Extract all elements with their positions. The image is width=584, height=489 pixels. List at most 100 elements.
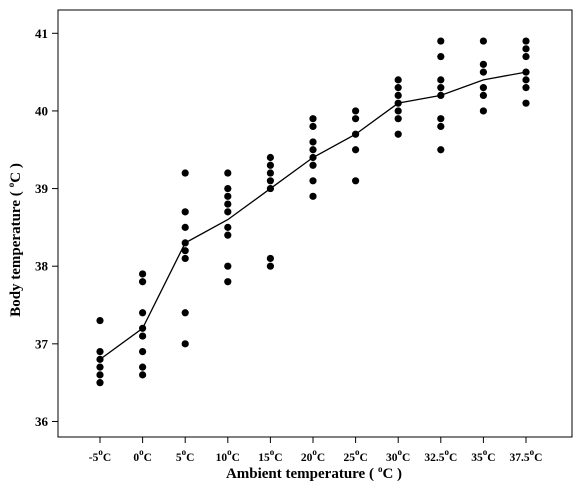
data-point <box>394 130 402 138</box>
x-tick-label: 10oC <box>216 447 240 464</box>
data-point <box>96 379 104 387</box>
x-axis-unit: C ) <box>382 466 402 482</box>
data-point <box>309 122 317 131</box>
x-tick-label: 32.5oC <box>424 447 457 464</box>
data-point <box>309 115 317 123</box>
data-point <box>224 169 232 177</box>
data-point <box>479 91 487 99</box>
data-points <box>96 37 530 387</box>
plot-frame <box>57 9 573 438</box>
data-point <box>522 84 530 92</box>
data-point <box>394 84 402 92</box>
data-point <box>181 208 189 216</box>
data-point <box>96 371 104 379</box>
y-tick-label: 41 <box>35 26 48 41</box>
data-point <box>181 169 189 177</box>
data-point <box>181 223 189 231</box>
y-tick-label: 39 <box>35 181 49 196</box>
y-axis-label: Body temperature (oC ) <box>6 163 24 317</box>
data-point <box>352 177 360 185</box>
data-point <box>352 146 360 154</box>
data-point <box>224 231 232 239</box>
data-point <box>309 146 317 154</box>
data-point <box>352 107 360 115</box>
data-point <box>437 122 445 131</box>
data-point <box>266 161 274 169</box>
data-point <box>437 115 445 123</box>
data-point <box>437 91 445 99</box>
data-point <box>437 146 445 154</box>
data-point <box>139 363 147 371</box>
y-tick-label: 40 <box>35 103 48 118</box>
x-axis-label: Ambient temperature (oC ) <box>226 464 402 482</box>
data-point <box>266 262 274 270</box>
data-point <box>224 208 232 216</box>
data-point <box>437 37 445 45</box>
data-point <box>181 254 189 263</box>
x-tick-label: 5oC <box>176 447 195 464</box>
x-tick-label: 30oC <box>386 447 410 464</box>
data-point <box>96 363 104 371</box>
data-point <box>96 348 104 356</box>
data-point <box>224 262 232 270</box>
data-point <box>522 68 530 76</box>
data-point <box>309 138 317 146</box>
y-tick-label: 36 <box>35 414 49 429</box>
data-point <box>266 254 274 263</box>
y-axis-unit: C ) <box>8 163 24 183</box>
data-point <box>181 309 189 317</box>
x-tick-label: 25oC <box>343 447 367 464</box>
data-point <box>479 84 487 92</box>
x-tick-label: 20oC <box>301 447 325 464</box>
data-point <box>139 278 147 286</box>
data-point <box>394 115 402 123</box>
x-tick-label: 35oC <box>471 447 495 464</box>
data-point <box>394 99 402 107</box>
data-point <box>479 60 487 68</box>
data-point <box>479 68 487 76</box>
data-point <box>394 76 402 84</box>
data-point <box>139 270 147 278</box>
data-point <box>96 316 104 325</box>
data-point <box>224 278 232 286</box>
data-point <box>394 107 402 115</box>
data-point <box>181 340 189 348</box>
data-point <box>309 153 317 162</box>
data-point <box>181 239 189 247</box>
data-point <box>437 84 445 92</box>
data-point <box>522 37 530 45</box>
data-point <box>139 348 147 356</box>
data-point <box>437 52 445 61</box>
data-point <box>266 184 274 193</box>
data-point <box>309 161 317 169</box>
data-point <box>139 371 147 379</box>
y-axis-ticks: 36 37 38 39 40 41 <box>35 26 58 429</box>
data-point <box>266 153 274 162</box>
data-point <box>139 332 147 340</box>
data-point <box>224 223 232 231</box>
data-point <box>522 52 530 61</box>
data-point <box>352 130 360 138</box>
data-point <box>139 324 147 332</box>
x-tick-label: 37.5oC <box>510 447 543 464</box>
data-point <box>479 37 487 45</box>
data-point <box>224 184 232 193</box>
data-point <box>266 177 274 185</box>
data-point <box>181 247 189 255</box>
y-tick-label: 37 <box>35 336 49 351</box>
data-point <box>309 177 317 185</box>
data-point <box>437 76 445 84</box>
data-point <box>309 192 317 200</box>
data-point <box>352 115 360 123</box>
x-tick-label: -5oC <box>89 447 111 464</box>
data-point <box>266 169 274 177</box>
y-tick-label: 38 <box>35 259 49 274</box>
data-point <box>522 45 530 53</box>
data-point <box>522 99 530 107</box>
data-point <box>224 200 232 208</box>
data-point <box>139 309 147 317</box>
data-point <box>522 76 530 84</box>
x-tick-label: 0oC <box>133 447 152 464</box>
x-tick-label: 15oC <box>258 447 282 464</box>
x-axis-ticks: -5oC 0oC 5oC 10oC 15oC 20oC 25oC 30oC 32.5oC 35oC… <box>89 437 543 464</box>
